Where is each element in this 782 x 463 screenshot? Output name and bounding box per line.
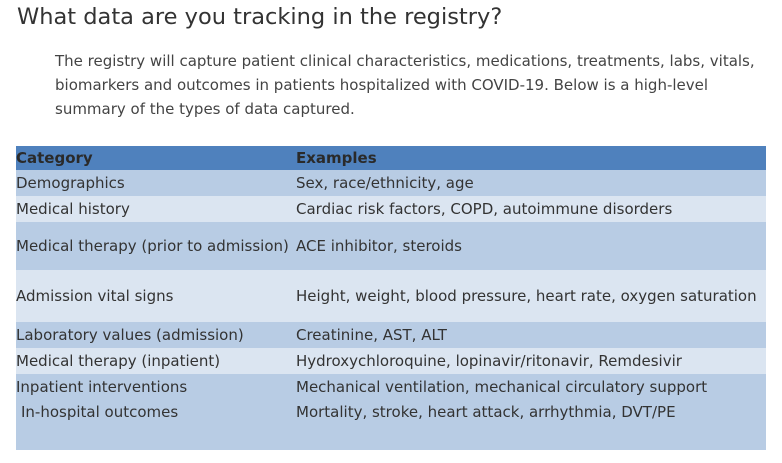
examples-cell: Mortality, stroke, heart attack, arrhyth…	[293, 400, 766, 450]
table-row: Inpatient interventions Mechanical venti…	[16, 374, 766, 400]
category-cell: Medical therapy (prior to admission)	[16, 222, 293, 270]
table-header-row: Category Examples	[16, 146, 766, 170]
table-row: Medical therapy (inpatient) Hydroxychlor…	[16, 348, 766, 374]
table-row: Admission vital signs Height, weight, bl…	[16, 270, 766, 322]
examples-cell: Mechanical ventilation, mechanical circu…	[293, 374, 766, 400]
intro-paragraph: The registry will capture patient clinic…	[55, 52, 755, 118]
page-heading: What data are you tracking in the regist…	[17, 4, 503, 30]
category-cell: Laboratory values (admission)	[16, 322, 293, 348]
table-row: Demographics Sex, race/ethnicity, age	[16, 170, 766, 196]
examples-cell: Height, weight, blood pressure, heart ra…	[293, 270, 766, 322]
examples-cell: Hydroxychloroquine, lopinavir/ritonavir,…	[293, 348, 766, 374]
examples-cell: Sex, race/ethnicity, age	[293, 170, 766, 196]
examples-cell: Cardiac risk factors, COPD, autoimmune d…	[293, 196, 766, 222]
category-cell: In-hospital outcomes	[16, 400, 293, 450]
table-row: In-hospital outcomes Mortality, stroke, …	[16, 400, 766, 450]
category-cell: Medical therapy (inpatient)	[16, 348, 293, 374]
data-categories-table: Category Examples Demographics Sex, race…	[16, 146, 766, 450]
category-cell: Inpatient interventions	[16, 374, 293, 400]
category-cell: Admission vital signs	[16, 270, 293, 322]
table-row: Medical history Cardiac risk factors, CO…	[16, 196, 766, 222]
column-header-examples: Examples	[293, 146, 766, 170]
category-cell: Medical history	[16, 196, 293, 222]
examples-cell: ACE inhibitor, steroids	[293, 222, 766, 270]
table-row: Laboratory values (admission) Creatinine…	[16, 322, 766, 348]
column-header-category: Category	[16, 146, 293, 170]
examples-cell: Creatinine, AST, ALT	[293, 322, 766, 348]
category-cell: Demographics	[16, 170, 293, 196]
table-row: Medical therapy (prior to admission) ACE…	[16, 222, 766, 270]
